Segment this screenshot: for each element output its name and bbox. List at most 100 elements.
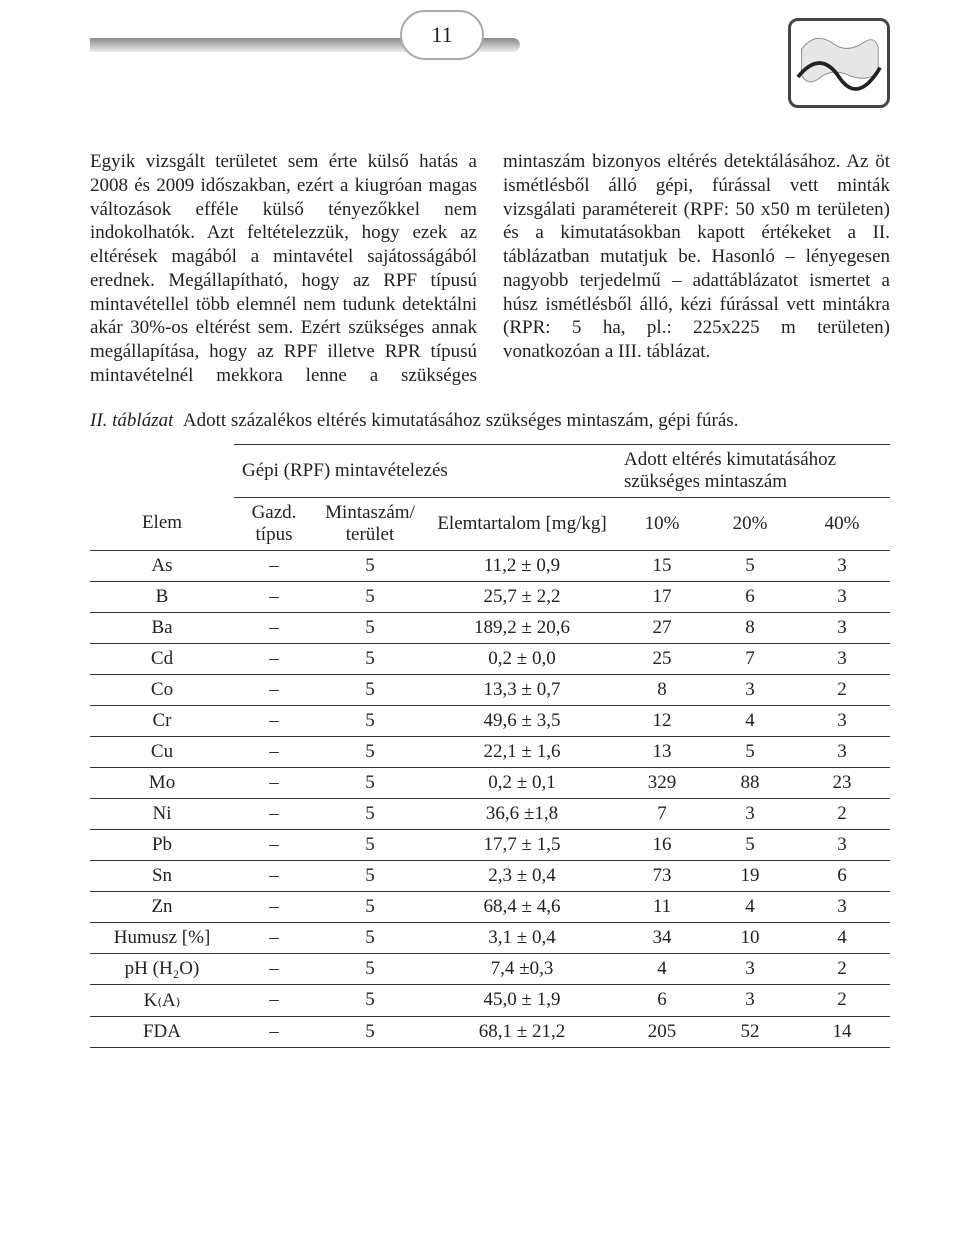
table-cell: 45,0 ± 1,9 (426, 984, 618, 1016)
table-cell: 11,2 ± 0,9 (426, 550, 618, 581)
table-cell: – (234, 550, 314, 581)
table-cell: 329 (618, 767, 706, 798)
table-row: Mo–50,2 ± 0,13298823 (90, 767, 890, 798)
table-cell: Zn (90, 891, 234, 922)
table-row: B–525,7 ± 2,21763 (90, 581, 890, 612)
table-cell: 5 (314, 674, 426, 705)
table-row: As–511,2 ± 0,91553 (90, 550, 890, 581)
table-cell: 4 (706, 891, 794, 922)
table-cell: 8 (706, 612, 794, 643)
table-cell: 5 (314, 829, 426, 860)
table-cell: – (234, 705, 314, 736)
table-cell: 2,3 ± 0,4 (426, 860, 618, 891)
table-cell: 15 (618, 550, 706, 581)
table-cell: – (234, 984, 314, 1016)
table-cell: 52 (706, 1016, 794, 1047)
table-cell: 5 (314, 643, 426, 674)
table-row: Cr–549,6 ± 3,51243 (90, 705, 890, 736)
table-cell: 49,6 ± 3,5 (426, 705, 618, 736)
table-cell: 5 (314, 1016, 426, 1047)
table-cell: Cr (90, 705, 234, 736)
table-cell: Mo (90, 767, 234, 798)
table-cell: 7,4 ±0,3 (426, 953, 618, 984)
table-cell: 6 (618, 984, 706, 1016)
table-row: Ni–536,6 ±1,8732 (90, 798, 890, 829)
table-cell: 17 (618, 581, 706, 612)
table-cell: – (234, 674, 314, 705)
col-minta: Mintaszám/ terület (325, 502, 415, 545)
table-cell: 12 (618, 705, 706, 736)
col-10: 10% (645, 513, 680, 534)
table-cell: 7 (706, 643, 794, 674)
table-row: Humusz [%]–53,1 ± 0,434104 (90, 922, 890, 953)
table-cell: 5 (314, 984, 426, 1016)
table-caption-text: Adott százalékos eltérés kimutatásához s… (183, 410, 739, 431)
table-row: Pb–517,7 ± 1,51653 (90, 829, 890, 860)
table-cell: 34 (618, 922, 706, 953)
table-cell: 3 (794, 736, 890, 767)
table-cell: 0,2 ± 0,1 (426, 767, 618, 798)
table-cell: – (234, 736, 314, 767)
table-cell: 11 (618, 891, 706, 922)
table-cell: 25 (618, 643, 706, 674)
col-20: 20% (733, 513, 768, 534)
table-cell: Sn (90, 860, 234, 891)
table-cell: 5 (314, 798, 426, 829)
table-cell: 5 (706, 550, 794, 581)
col-tartalom: Elemtartalom [mg/kg] (437, 513, 606, 534)
table-cell: 17,7 ± 1,5 (426, 829, 618, 860)
table-caption-label: II. táblázat (90, 410, 173, 431)
table-cell: Humusz [%] (90, 922, 234, 953)
table-cell: 4 (794, 922, 890, 953)
table-cell: 8 (618, 674, 706, 705)
col-40: 40% (825, 513, 860, 534)
table-cell: 19 (706, 860, 794, 891)
table-cell: 3 (706, 798, 794, 829)
table-cell: 5 (314, 581, 426, 612)
table-cell: 3 (794, 612, 890, 643)
table-cell: 3 (794, 643, 890, 674)
table-cell: Ni (90, 798, 234, 829)
table-cell: 13 (618, 736, 706, 767)
table-cell: 3 (794, 550, 890, 581)
table-cell: 22,1 ± 1,6 (426, 736, 618, 767)
table-row: K₍A₎–545,0 ± 1,9632 (90, 984, 890, 1016)
table-cell: FDA (90, 1016, 234, 1047)
table-cell: – (234, 860, 314, 891)
table-cell: 5 (706, 736, 794, 767)
table-cell: – (234, 829, 314, 860)
table-cell: – (234, 891, 314, 922)
table-cell: 5 (314, 767, 426, 798)
col-gazd: Gazd. típus (252, 502, 297, 545)
table-caption: II. táblázat Adott százalékos eltérés ki… (90, 410, 890, 432)
table-cell: 3 (794, 891, 890, 922)
table-cell: 23 (794, 767, 890, 798)
table-cell: 27 (618, 612, 706, 643)
table-cell: Pb (90, 829, 234, 860)
table-cell: 7 (618, 798, 706, 829)
table-cell: – (234, 581, 314, 612)
table-cell: 3 (706, 953, 794, 984)
data-table: Gépi (RPF) mintavételezés Adott eltérés … (90, 444, 890, 1048)
table-cell: pH (H₂O) (90, 953, 234, 984)
table-cell: Ba (90, 612, 234, 643)
table-cell: 88 (706, 767, 794, 798)
table-row: Co–513,3 ± 0,7832 (90, 674, 890, 705)
table-cell: 13,3 ± 0,7 (426, 674, 618, 705)
table-cell: 189,2 ± 20,6 (426, 612, 618, 643)
table-cell: – (234, 922, 314, 953)
table-cell: 6 (706, 581, 794, 612)
table-row: Ba–5189,2 ± 20,62783 (90, 612, 890, 643)
table-cell: 5 (314, 705, 426, 736)
table-cell: – (234, 953, 314, 984)
table-cell: 3 (794, 705, 890, 736)
table-cell: Co (90, 674, 234, 705)
table-cell: 5 (314, 953, 426, 984)
table-cell: 14 (794, 1016, 890, 1047)
table-cell: 68,4 ± 4,6 (426, 891, 618, 922)
page-number-pill: 11 (400, 10, 484, 60)
table-cell: 36,6 ±1,8 (426, 798, 618, 829)
table-cell: 5 (314, 891, 426, 922)
table-cell: 2 (794, 984, 890, 1016)
table-row: Zn–568,4 ± 4,61143 (90, 891, 890, 922)
